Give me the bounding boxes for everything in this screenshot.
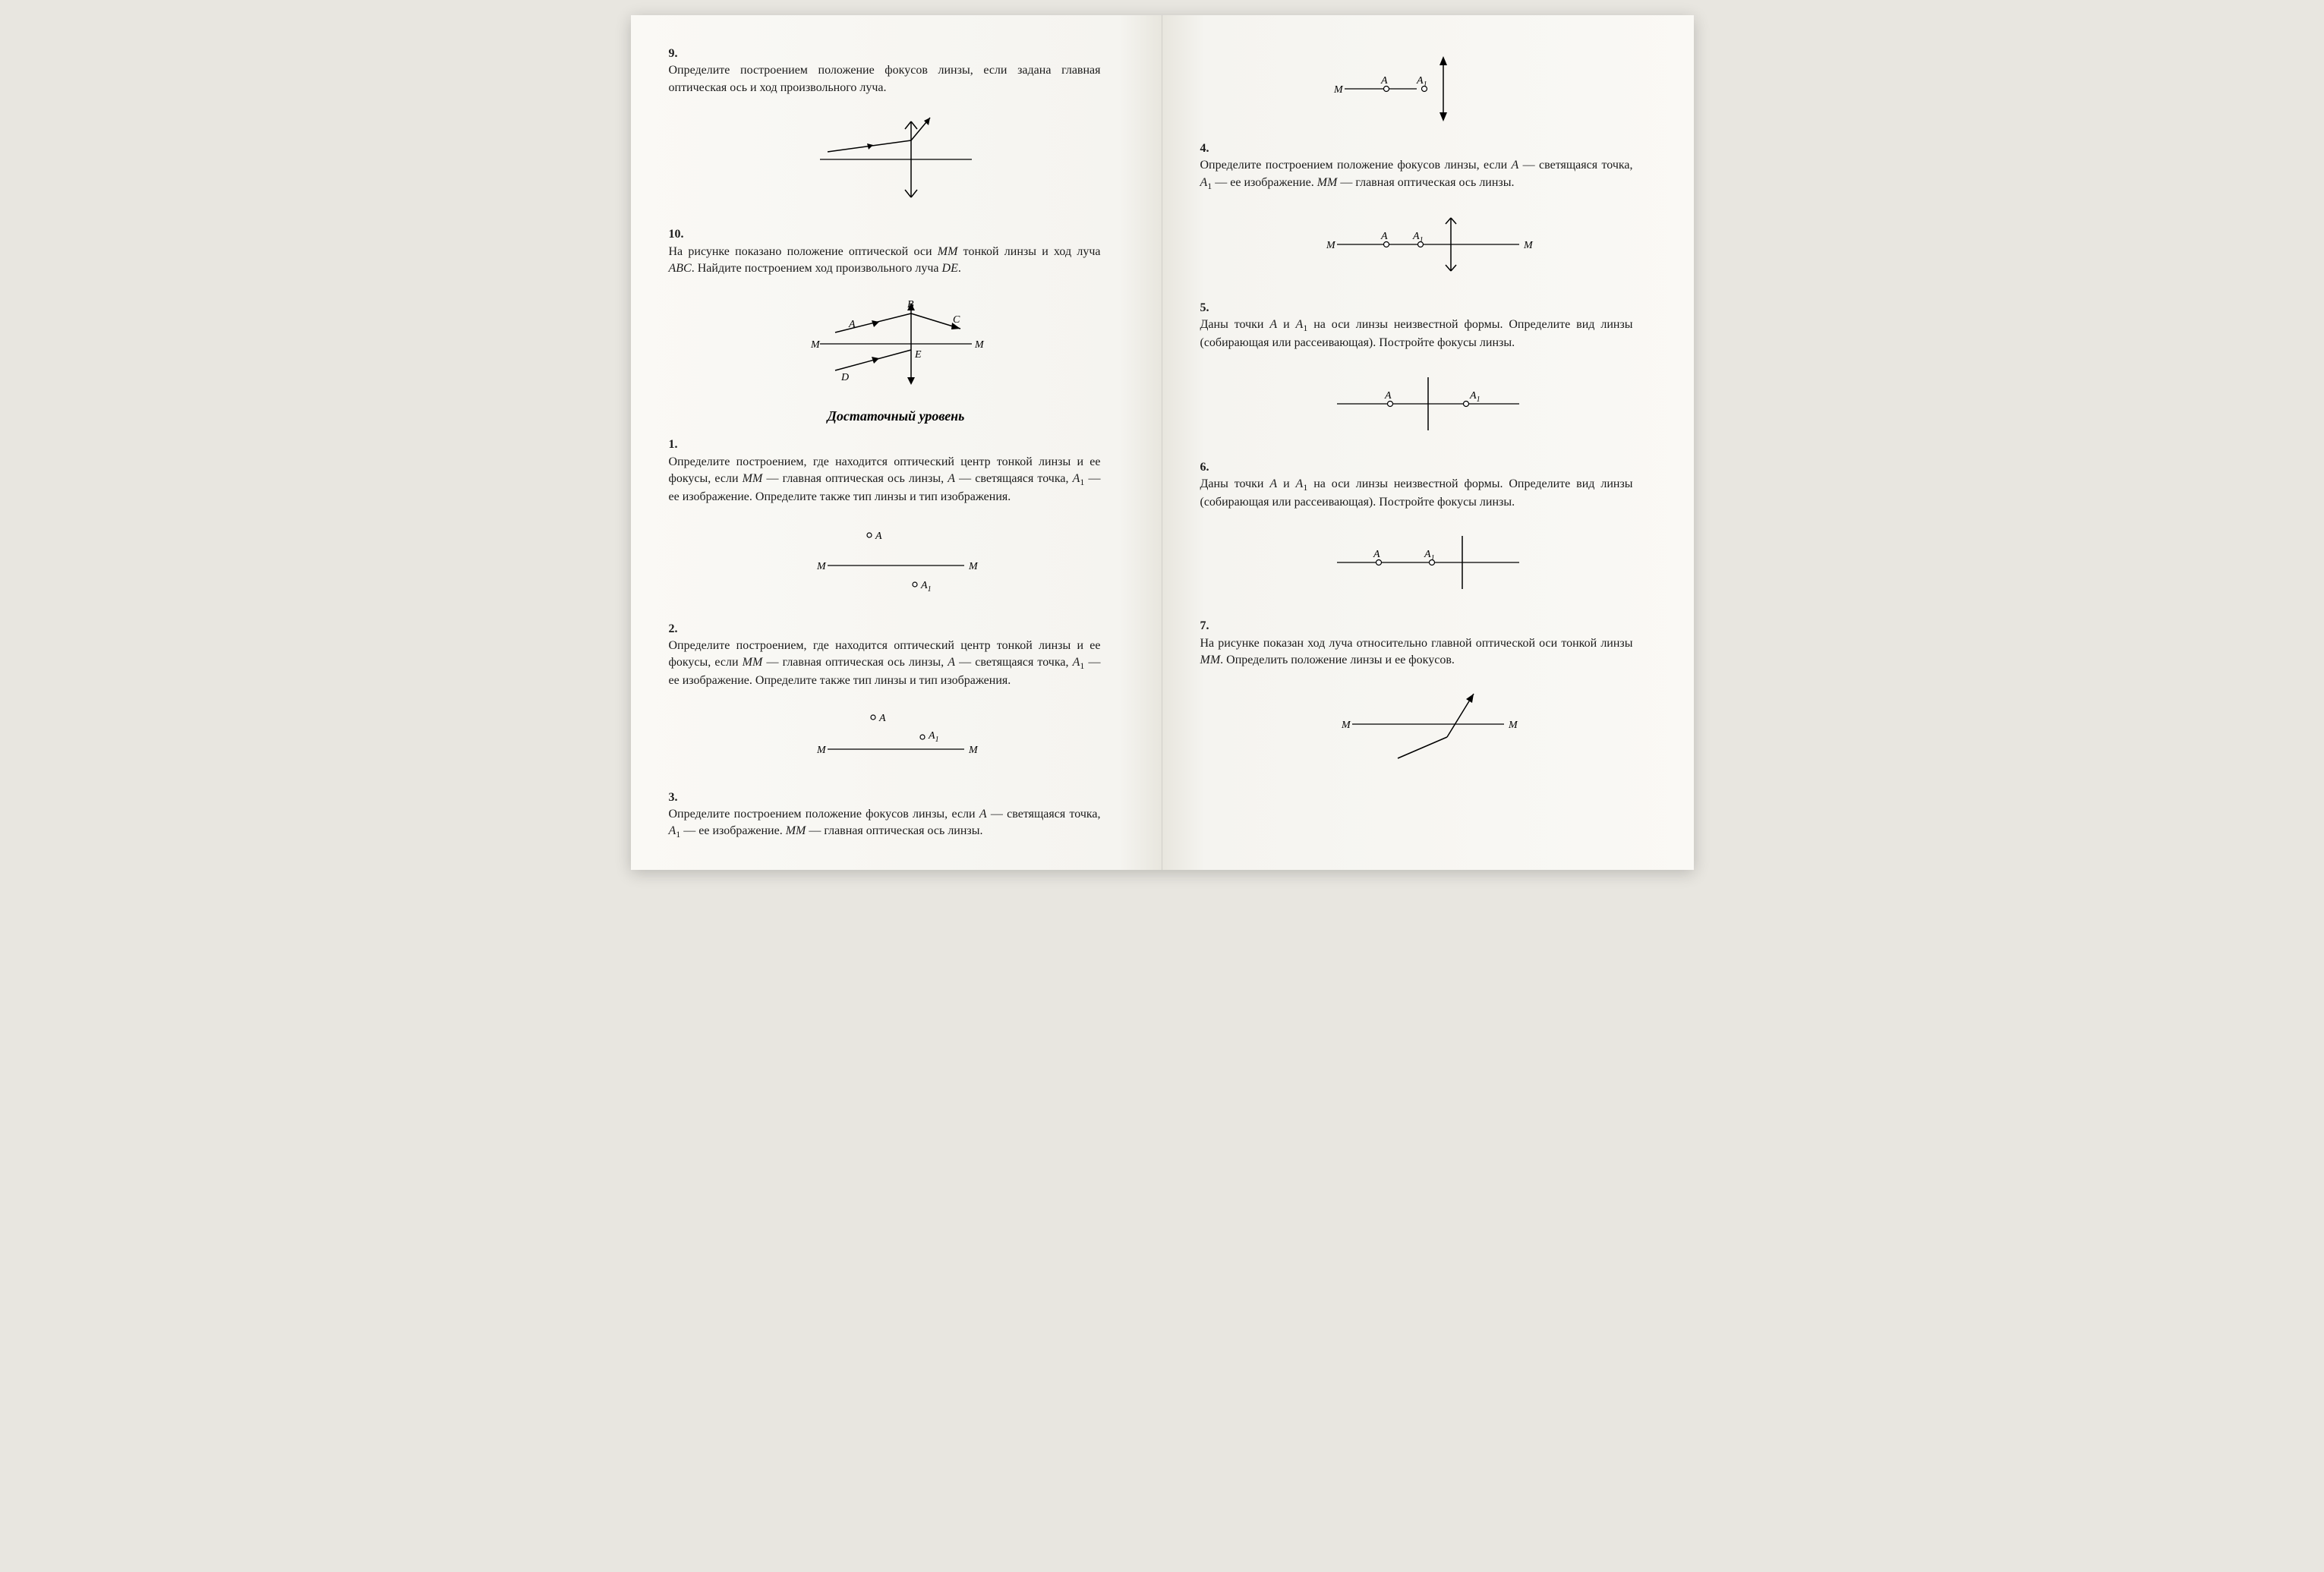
label-M: M <box>1508 720 1518 731</box>
label-M: M <box>816 561 827 572</box>
label-M: M <box>968 745 979 756</box>
left-page: 9. Определите построением положение фоку… <box>631 15 1162 870</box>
diagram-9 <box>669 110 1124 213</box>
label-B: B <box>907 299 914 310</box>
problem-text: На рисунке показано положение оптической… <box>669 244 1101 278</box>
problem-text: Определите построением положение фокусов… <box>669 806 1101 841</box>
label-A: A <box>1373 549 1380 560</box>
diagram-d7: M M <box>1200 682 1656 770</box>
label-A1: A1 <box>1424 549 1435 562</box>
problem-number: 10. <box>669 226 690 243</box>
label-A: A <box>848 319 856 330</box>
problem-text: Определите построением, где находится оп… <box>669 454 1101 506</box>
problem-text: Даны точки A и A1 на оси линзы неизвестн… <box>1200 476 1633 511</box>
label-C: C <box>953 314 960 326</box>
label-M: M <box>1341 720 1351 731</box>
problem-text: Определите построением, где находится оп… <box>669 638 1101 690</box>
label-A1: A1 <box>1412 231 1424 244</box>
problem-number: 7. <box>1200 618 1222 635</box>
problem-d6: 6. Даны точки A и A1 на оси линзы неизве… <box>1200 459 1656 512</box>
problem-text: Определите построением положение фокусов… <box>1200 157 1633 192</box>
section-header: Достаточный уровень <box>669 408 1124 424</box>
label-E: E <box>914 349 922 361</box>
label-M: M <box>816 745 827 756</box>
problem-number: 6. <box>1200 459 1222 476</box>
label-A: A <box>1380 75 1388 87</box>
problem-number: 9. <box>669 46 690 62</box>
problem-d3: 3. Определите построением положение фоку… <box>669 789 1124 842</box>
problem-text: На рисунке показан ход луча относительно… <box>1200 635 1633 669</box>
label-A: A <box>878 713 886 724</box>
problem-d2: 2. Определите построением, где находится… <box>669 621 1124 690</box>
diagram-d5: A A1 <box>1200 366 1656 446</box>
problem-d5: 5. Даны точки A и A1 на оси линзы неизве… <box>1200 300 1656 352</box>
problem-d7: 7. На рисунке показан ход луча относител… <box>1200 618 1656 669</box>
label-A: A <box>1380 231 1388 242</box>
problem-number: 1. <box>669 436 690 453</box>
label-D: D <box>840 372 849 383</box>
label-A1: A1 <box>928 730 939 744</box>
diagram-d2: A A1 M M <box>669 704 1124 776</box>
problem-text: Определите построением положение фокусов… <box>669 62 1101 96</box>
problem-d1: 1. Определите построением, где находится… <box>669 436 1124 506</box>
problem-number: 4. <box>1200 140 1222 157</box>
label-M: M <box>810 339 821 351</box>
diagram-d1: A M M A1 <box>669 520 1124 607</box>
label-M: M <box>968 561 979 572</box>
problem-10: 10. На рисунке показано положение оптиче… <box>669 226 1124 277</box>
label-A1: A1 <box>920 580 932 594</box>
label-A: A <box>1384 390 1392 402</box>
label-A1: A1 <box>1416 75 1427 89</box>
problem-number: 2. <box>669 621 690 638</box>
problem-number: 5. <box>1200 300 1222 317</box>
diagram-d3-top: M A A1 <box>1200 55 1656 127</box>
label-M: M <box>1326 240 1336 251</box>
problem-9: 9. Определите построением положение фоку… <box>669 46 1124 96</box>
problem-d4: 4. Определите построением положение фоку… <box>1200 140 1656 193</box>
label-A: A <box>875 531 882 542</box>
right-page: M A A1 4. Определите построением положен… <box>1162 15 1694 870</box>
problem-number: 3. <box>669 789 690 806</box>
diagram-10: M M A B C D E <box>669 291 1124 393</box>
label-M: M <box>1333 84 1344 96</box>
diagram-d6: A A1 <box>1200 525 1656 604</box>
book-spread: 9. Определите построением положение фоку… <box>631 15 1694 870</box>
diagram-d4: M M A A1 <box>1200 206 1656 286</box>
label-A1: A1 <box>1469 390 1480 404</box>
problem-text: Даны точки A и A1 на оси линзы неизвестн… <box>1200 317 1633 351</box>
label-M: M <box>974 339 985 351</box>
label-M: M <box>1523 240 1534 251</box>
